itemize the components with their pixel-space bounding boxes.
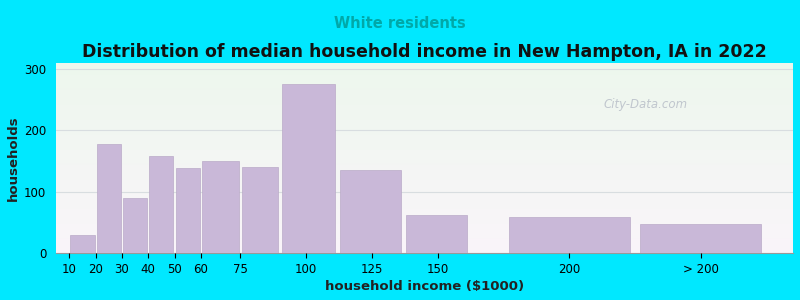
Bar (509, 218, 630, 253)
Bar (175, 168, 200, 253)
Bar (150, 156, 174, 253)
Bar (406, 215, 466, 253)
Title: Distribution of median household income in New Hampton, IA in 2022: Distribution of median household income … (82, 43, 767, 61)
Bar (97, 144, 121, 253)
Bar (123, 198, 147, 253)
X-axis label: household income ($1000): household income ($1000) (325, 280, 524, 293)
Y-axis label: households: households (7, 115, 20, 201)
Bar (340, 170, 401, 253)
Bar (202, 161, 238, 253)
Bar (70, 235, 94, 253)
Bar (640, 224, 762, 253)
Text: White residents: White residents (334, 16, 466, 32)
Bar (242, 167, 278, 253)
Text: City-Data.com: City-Data.com (603, 98, 688, 111)
Bar (282, 84, 335, 253)
